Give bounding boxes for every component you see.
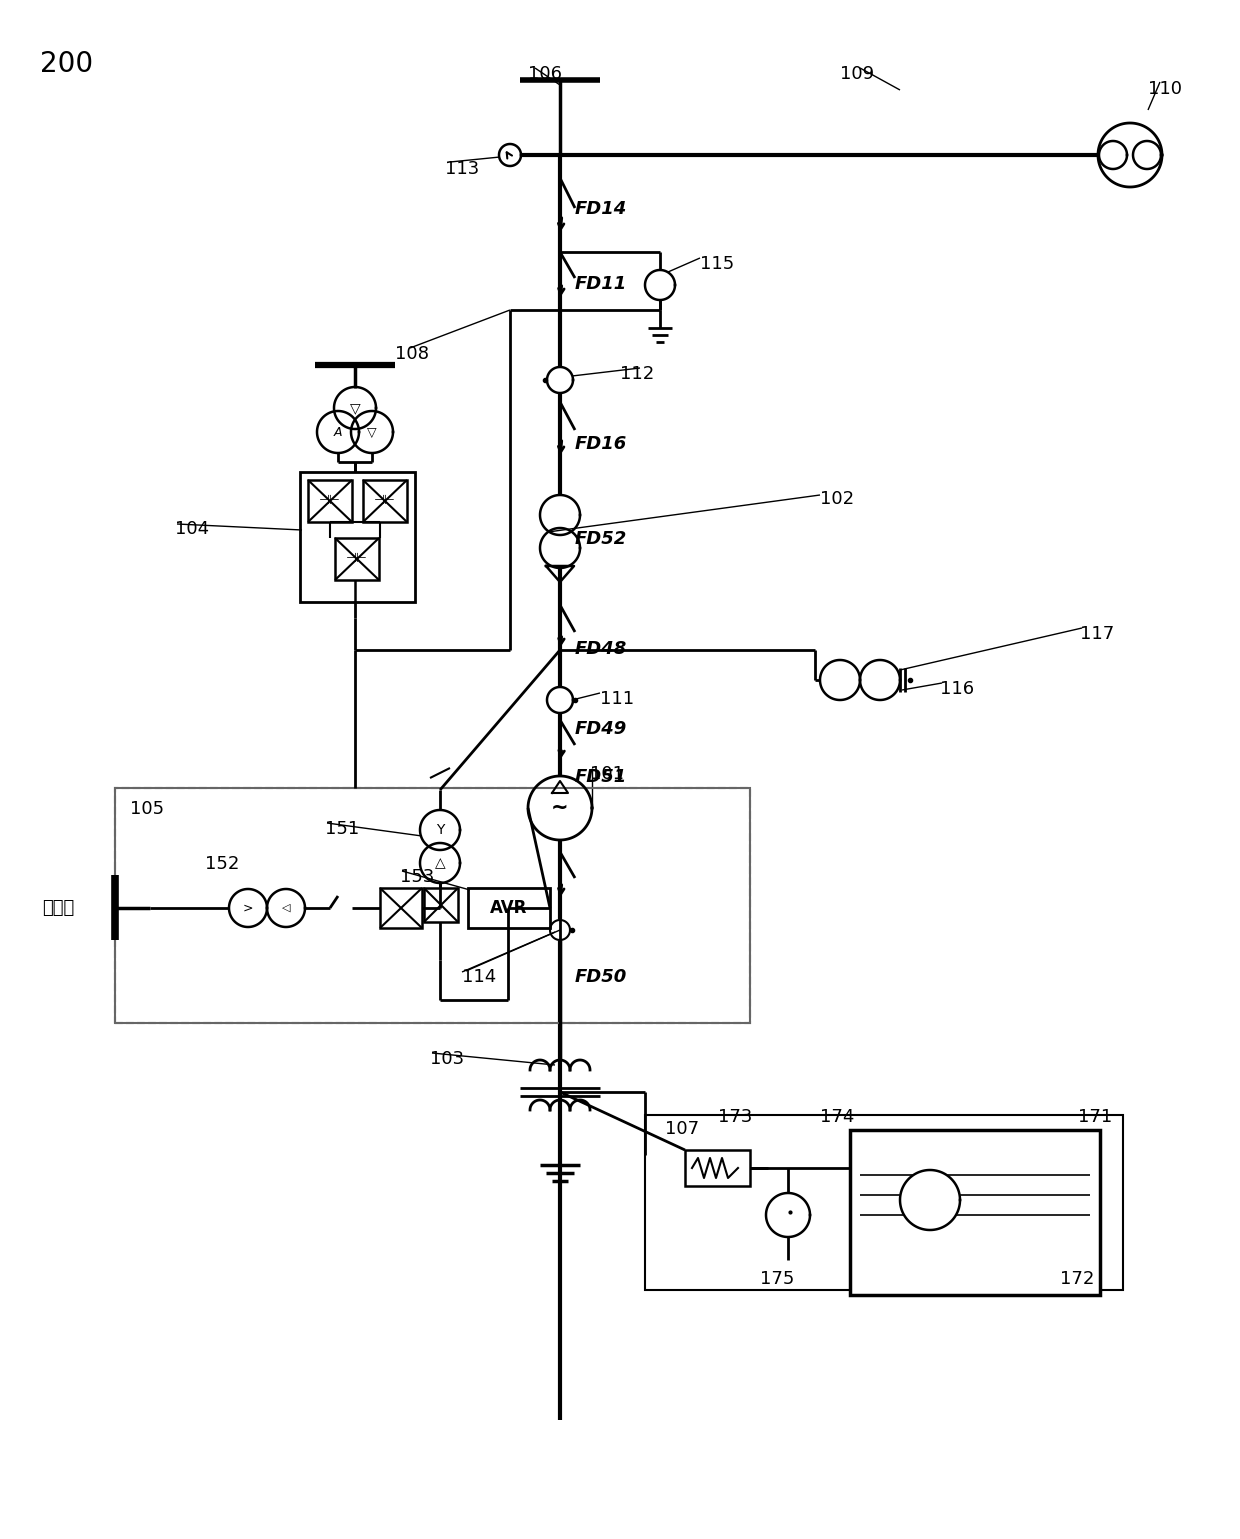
Text: △: △ <box>435 856 445 870</box>
Polygon shape <box>498 145 521 166</box>
Polygon shape <box>420 843 460 883</box>
Polygon shape <box>766 1193 810 1237</box>
Bar <box>115 788 750 1023</box>
Text: AVR: AVR <box>490 899 528 917</box>
Polygon shape <box>551 920 570 940</box>
Text: 103: 103 <box>430 1050 464 1068</box>
Text: 175: 175 <box>760 1270 795 1288</box>
Text: 106: 106 <box>528 65 562 83</box>
Polygon shape <box>900 1170 960 1230</box>
Text: 110: 110 <box>1148 80 1182 98</box>
Text: 171: 171 <box>1078 1108 1112 1127</box>
Polygon shape <box>334 386 376 429</box>
Bar <box>308 480 352 522</box>
Text: 111: 111 <box>600 689 634 708</box>
Text: FD14: FD14 <box>575 200 627 219</box>
Text: FD52: FD52 <box>575 529 627 548</box>
Text: ▽: ▽ <box>367 425 377 439</box>
Text: 101: 101 <box>590 765 624 783</box>
Text: 厂用电: 厂用电 <box>42 899 74 917</box>
Text: ⊣⊢: ⊣⊢ <box>319 494 341 508</box>
Text: ⊣⊢: ⊣⊢ <box>346 553 368 565</box>
Text: 104: 104 <box>175 520 210 539</box>
Text: 112: 112 <box>620 365 655 383</box>
Text: 174: 174 <box>820 1108 854 1127</box>
Text: 109: 109 <box>839 65 874 83</box>
Text: 153: 153 <box>401 868 434 886</box>
Text: >: > <box>243 902 253 914</box>
Polygon shape <box>547 366 573 392</box>
Text: 117: 117 <box>1080 625 1115 643</box>
Text: 105: 105 <box>130 800 164 819</box>
Bar <box>363 480 407 522</box>
Text: A: A <box>334 425 342 439</box>
Text: 107: 107 <box>665 1120 699 1137</box>
Text: Y: Y <box>435 823 444 837</box>
Text: 114: 114 <box>463 968 496 986</box>
Text: 151: 151 <box>325 820 360 839</box>
Bar <box>467 888 551 928</box>
Polygon shape <box>317 411 360 452</box>
Bar <box>379 888 422 928</box>
Bar <box>424 888 458 922</box>
Text: 116: 116 <box>940 680 975 699</box>
Polygon shape <box>547 686 573 713</box>
Text: 102: 102 <box>820 489 854 508</box>
Text: 113: 113 <box>445 160 479 179</box>
Text: FD49: FD49 <box>575 720 627 739</box>
Bar <box>684 1150 750 1187</box>
Polygon shape <box>420 810 460 850</box>
Text: 152: 152 <box>205 856 239 873</box>
Polygon shape <box>229 890 267 926</box>
Polygon shape <box>528 776 591 840</box>
Polygon shape <box>1097 123 1162 188</box>
Bar <box>645 1114 1123 1290</box>
Bar <box>115 788 750 1023</box>
Bar <box>335 539 379 580</box>
Polygon shape <box>539 528 580 568</box>
Polygon shape <box>1133 142 1161 169</box>
Text: FD50: FD50 <box>575 968 627 986</box>
Polygon shape <box>820 660 861 700</box>
Text: 172: 172 <box>1060 1270 1095 1288</box>
Polygon shape <box>539 496 580 536</box>
Bar <box>300 472 415 602</box>
Text: 200: 200 <box>40 49 93 78</box>
Text: ▽: ▽ <box>350 402 361 416</box>
Bar <box>849 1130 1100 1294</box>
Text: FD16: FD16 <box>575 436 627 452</box>
Polygon shape <box>861 660 900 700</box>
Text: FD51: FD51 <box>575 768 627 786</box>
Polygon shape <box>267 890 305 926</box>
Polygon shape <box>1099 142 1127 169</box>
Text: ⊣⊢: ⊣⊢ <box>374 494 396 508</box>
Text: 108: 108 <box>396 345 429 363</box>
Text: 173: 173 <box>718 1108 753 1127</box>
Text: 115: 115 <box>701 255 734 272</box>
Polygon shape <box>351 411 393 452</box>
Text: ~: ~ <box>552 799 569 819</box>
Text: FD48: FD48 <box>575 640 627 659</box>
Text: FD11: FD11 <box>575 275 627 292</box>
Polygon shape <box>645 269 675 300</box>
Text: ◁: ◁ <box>281 903 290 913</box>
